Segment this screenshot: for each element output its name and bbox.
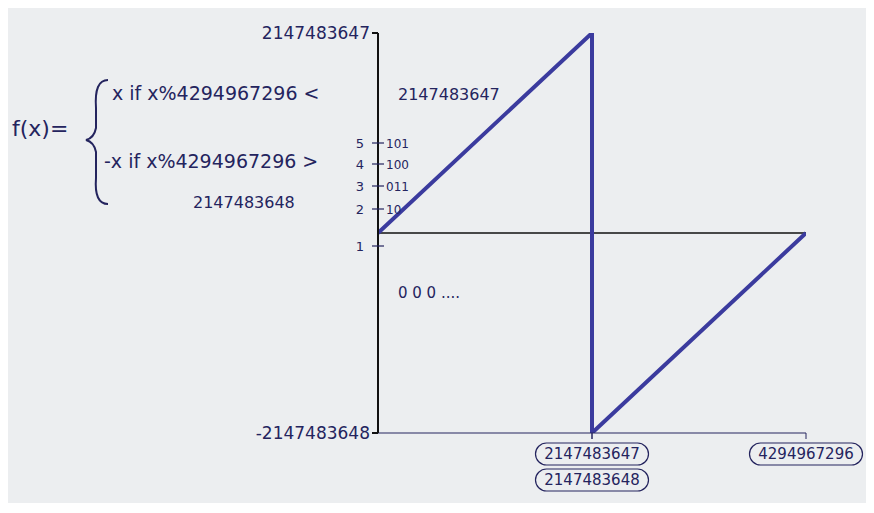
svg-text:100: 100 [386,158,409,172]
svg-text:5: 5 [356,136,364,151]
svg-text:10: 10 [386,203,401,217]
svg-text:2: 2 [356,202,364,217]
svg-text:2147483647: 2147483647 [398,85,500,104]
svg-text:1: 1 [356,239,364,254]
svg-text:0 0 0 ....: 0 0 0 .... [398,284,460,302]
svg-text:x if x%4294967296 <: x if x%4294967296 < [112,82,319,104]
svg-text:2147483648: 2147483648 [544,471,639,489]
svg-text:011: 011 [386,180,409,194]
svg-text:4294967296: 4294967296 [758,445,853,463]
svg-text:101: 101 [386,137,409,151]
svg-text:f(x)=: f(x)= [12,116,68,141]
svg-text:2147483647: 2147483647 [544,445,639,463]
svg-text:2147483648: 2147483648 [193,193,295,212]
svg-text:4: 4 [356,157,364,172]
svg-text:2147483647: 2147483647 [262,23,370,43]
svg-text:-x if x%4294967296 >: -x if x%4294967296 > [104,150,318,172]
svg-text:3: 3 [356,179,364,194]
svg-text:-2147483648: -2147483648 [256,423,370,443]
